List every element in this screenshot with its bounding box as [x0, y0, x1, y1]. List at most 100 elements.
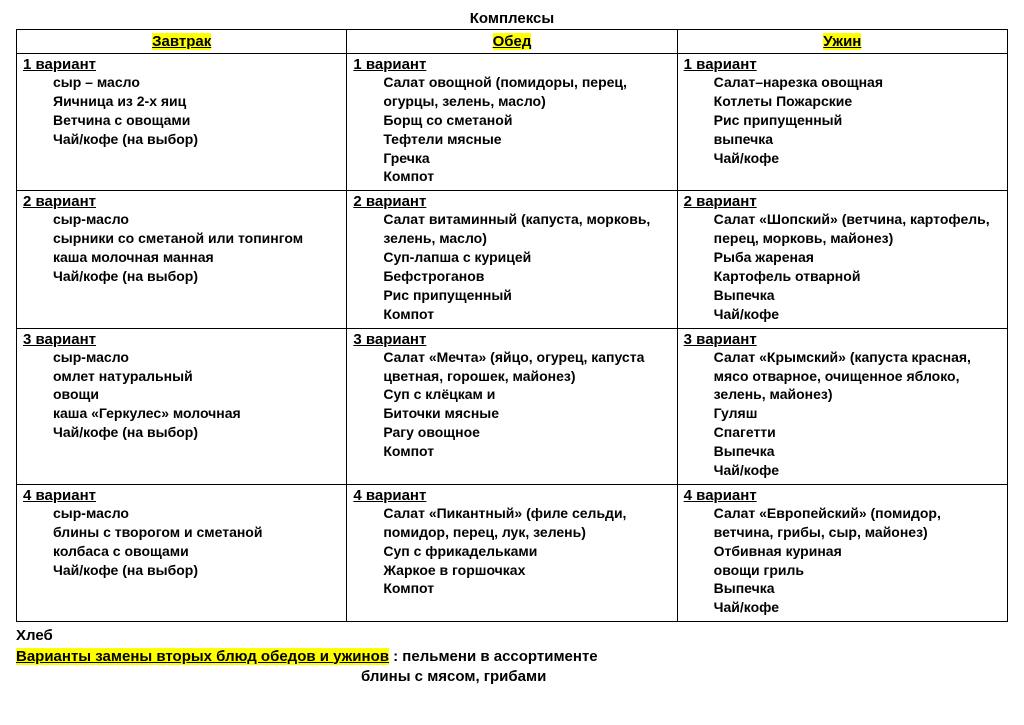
variant-label: 1 вариант	[353, 56, 670, 73]
variant-label: 2 вариант	[353, 193, 670, 210]
cell-lunch: 2 вариантСалат витаминный (капуста, морк…	[347, 191, 677, 328]
menu-item: сыр – масло	[53, 73, 340, 92]
cell-dinner: 1 вариантСалат–нарезка овощнаяКотлеты По…	[677, 54, 1007, 191]
menu-item: овощи	[53, 385, 340, 404]
menu-item: Чай/кофе (на выбор)	[53, 267, 340, 286]
menu-item: Выпечка	[714, 579, 1001, 598]
menu-item: Салат овощной (помидоры, перец, огурцы, …	[383, 73, 670, 111]
menu-item: блины с творогом и сметаной	[53, 523, 340, 542]
menu-item: Чай/кофе	[714, 305, 1001, 324]
menu-item: Компот	[383, 579, 670, 598]
menu-item: каша «Геркулес» молочная	[53, 404, 340, 423]
item-list: Салат «Пикантный» (филе сельди, помидор,…	[383, 504, 670, 598]
cell-breakfast: 3 вариантсыр-маслоомлет натуральныйовощи…	[17, 328, 347, 484]
menu-item: Выпечка	[714, 442, 1001, 461]
menu-item: Салат «Пикантный» (филе сельди, помидор,…	[383, 504, 670, 542]
table-row: 3 вариантсыр-маслоомлет натуральныйовощи…	[17, 328, 1008, 484]
menu-item: Рис припущенный	[383, 286, 670, 305]
cell-dinner: 4 вариантСалат «Европейский» (помидор, в…	[677, 484, 1007, 621]
substitution-line1: Варианты замены вторых блюд обедов и ужи…	[16, 647, 1008, 667]
menu-item: Яичница из 2-х яиц	[53, 92, 340, 111]
page-title: Комплексы	[16, 10, 1008, 27]
cell-lunch: 4 вариантСалат «Пикантный» (филе сельди,…	[347, 484, 677, 621]
header-row: Завтрак Обед Ужин	[17, 30, 1008, 54]
col-dinner: Ужин	[677, 30, 1007, 54]
menu-item: Чай/кофе	[714, 461, 1001, 480]
cell-breakfast: 1 вариантсыр – маслоЯичница из 2-х яицВе…	[17, 54, 347, 191]
item-list: сыр-маслоблины с творогом и сметанойколб…	[53, 504, 340, 580]
substitution-line2: блины с мясом, грибами	[16, 667, 1008, 687]
item-list: Салат «Крымский» (капуста красная, мясо …	[714, 348, 1001, 480]
footer: Хлеб Варианты замены вторых блюд обедов …	[16, 626, 1008, 687]
menu-item: Салат «Мечта» (яйцо, огурец, капуста цве…	[383, 348, 670, 386]
menu-item: каша молочная манная	[53, 248, 340, 267]
menu-item: омлет натуральный	[53, 367, 340, 386]
variant-label: 4 вариант	[353, 487, 670, 504]
menu-item: Выпечка	[714, 286, 1001, 305]
menu-item: Бефстроганов	[383, 267, 670, 286]
cell-dinner: 2 вариантСалат «Шопский» (ветчина, карто…	[677, 191, 1007, 328]
bread-note: Хлеб	[16, 626, 1008, 646]
menu-item: Гречка	[383, 149, 670, 168]
menu-item: Суп с клёцкам и	[383, 385, 670, 404]
cell-dinner: 3 вариантСалат «Крымский» (капуста красн…	[677, 328, 1007, 484]
menu-item: Спагетти	[714, 423, 1001, 442]
col-breakfast: Завтрак	[17, 30, 347, 54]
variant-label: 3 вариант	[684, 331, 1001, 348]
menu-item: Рис припущенный	[714, 111, 1001, 130]
cell-breakfast: 4 вариантсыр-маслоблины с творогом и сме…	[17, 484, 347, 621]
menu-item: Чай/кофе (на выбор)	[53, 561, 340, 580]
menu-item: Чай/кофе	[714, 149, 1001, 168]
menu-item: Ветчина с овощами	[53, 111, 340, 130]
variant-label: 2 вариант	[23, 193, 340, 210]
variant-label: 4 вариант	[684, 487, 1001, 504]
menu-item: Борщ со сметаной	[383, 111, 670, 130]
item-list: Салат «Мечта» (яйцо, огурец, капуста цве…	[383, 348, 670, 461]
table-row: 1 вариантсыр – маслоЯичница из 2-х яицВе…	[17, 54, 1008, 191]
variant-label: 1 вариант	[23, 56, 340, 73]
menu-item: Салат витаминный (капуста, морковь, зеле…	[383, 210, 670, 248]
menu-item: овощи гриль	[714, 561, 1001, 580]
menu-item: Биточки мясные	[383, 404, 670, 423]
menu-item: Суп-лапша с курицей	[383, 248, 670, 267]
variant-label: 4 вариант	[23, 487, 340, 504]
variant-label: 3 вариант	[353, 331, 670, 348]
item-list: сыр – маслоЯичница из 2-х яицВетчина с о…	[53, 73, 340, 149]
menu-table: Завтрак Обед Ужин 1 вариантсыр – маслоЯи…	[16, 29, 1008, 622]
menu-item: Салат «Шопский» (ветчина, картофель, пер…	[714, 210, 1001, 248]
menu-item: Компот	[383, 442, 670, 461]
menu-item: Тефтели мясные	[383, 130, 670, 149]
item-list: сыр-маслосырники со сметаной или топинго…	[53, 210, 340, 286]
menu-item: Рыба жареная	[714, 248, 1001, 267]
cell-lunch: 3 вариантСалат «Мечта» (яйцо, огурец, ка…	[347, 328, 677, 484]
menu-item: сырники со сметаной или топингом	[53, 229, 340, 248]
menu-item: сыр-масло	[53, 504, 340, 523]
variant-label: 3 вариант	[23, 331, 340, 348]
item-list: сыр-маслоомлет натуральныйовощикаша «Гер…	[53, 348, 340, 442]
item-list: Салат «Шопский» (ветчина, картофель, пер…	[714, 210, 1001, 323]
substitution-highlight: Варианты замены вторых блюд обедов и ужи…	[16, 648, 389, 665]
menu-item: Отбивная куриная	[714, 542, 1001, 561]
menu-item: Салат «Европейский» (помидор, ветчина, г…	[714, 504, 1001, 542]
menu-item: Картофель отварной	[714, 267, 1001, 286]
menu-item: Котлеты Пожарские	[714, 92, 1001, 111]
menu-item: Чай/кофе (на выбор)	[53, 130, 340, 149]
menu-item: Компот	[383, 167, 670, 186]
menu-item: сыр-масло	[53, 210, 340, 229]
menu-item: выпечка	[714, 130, 1001, 149]
menu-item: Чай/кофе	[714, 598, 1001, 617]
menu-item: Суп с фрикадельками	[383, 542, 670, 561]
item-list: Салат «Европейский» (помидор, ветчина, г…	[714, 504, 1001, 617]
variant-label: 2 вариант	[684, 193, 1001, 210]
menu-item: Салат «Крымский» (капуста красная, мясо …	[714, 348, 1001, 405]
menu-item: Компот	[383, 305, 670, 324]
menu-item: Гуляш	[714, 404, 1001, 423]
substitution-tail: : пельмени в ассортименте	[389, 648, 598, 665]
cell-breakfast: 2 вариантсыр-маслосырники со сметаной ил…	[17, 191, 347, 328]
item-list: Салат овощной (помидоры, перец, огурцы, …	[383, 73, 670, 186]
item-list: Салат–нарезка овощнаяКотлеты ПожарскиеРи…	[714, 73, 1001, 167]
table-row: 4 вариантсыр-маслоблины с творогом и сме…	[17, 484, 1008, 621]
variant-label: 1 вариант	[684, 56, 1001, 73]
table-row: 2 вариантсыр-маслосырники со сметаной ил…	[17, 191, 1008, 328]
menu-item: Рагу овощное	[383, 423, 670, 442]
